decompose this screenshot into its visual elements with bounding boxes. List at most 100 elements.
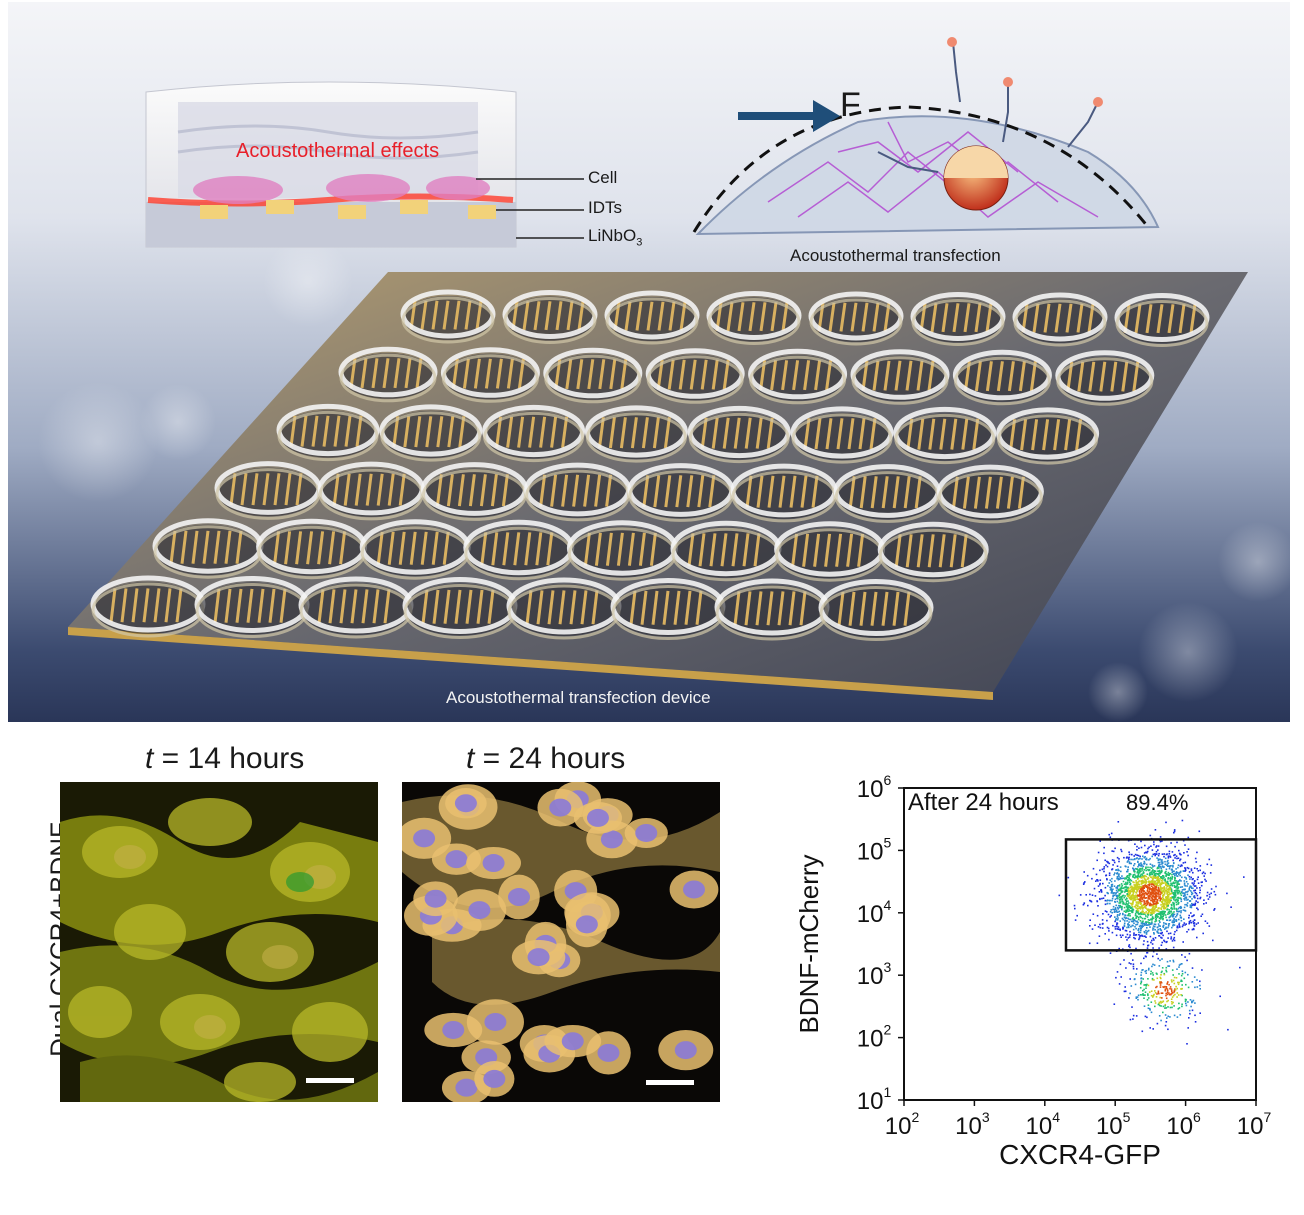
event-point: [1136, 915, 1139, 918]
event-point: [1157, 910, 1160, 913]
event-point: [1118, 947, 1120, 950]
event-point: [1146, 916, 1149, 918]
event-point: [1174, 879, 1176, 882]
event-point: [1140, 885, 1143, 888]
event-point: [1099, 926, 1102, 929]
event-point: [1159, 836, 1162, 838]
event-point: [1134, 867, 1137, 870]
event-point: [1153, 870, 1156, 872]
event-point: [1164, 907, 1166, 910]
event-point: [1150, 845, 1152, 847]
event-point: [1151, 922, 1153, 925]
event-point: [1158, 992, 1160, 995]
event-point: [1171, 875, 1174, 878]
event-point: [1176, 996, 1178, 998]
event-point: [1173, 976, 1176, 979]
event-point: [1129, 992, 1131, 995]
event-point: [1138, 887, 1140, 889]
event-point: [1171, 896, 1174, 898]
event-point: [1128, 877, 1130, 879]
event-point: [1184, 924, 1186, 926]
event-point: [1172, 919, 1174, 922]
event-point: [1116, 897, 1118, 900]
stained-cell: [573, 802, 622, 834]
event-point: [1194, 891, 1197, 894]
event-point: [1164, 1024, 1167, 1027]
event-point: [1195, 900, 1197, 902]
event-point: [1152, 895, 1154, 898]
event-point: [1194, 902, 1197, 905]
event-point: [1133, 884, 1135, 886]
event-point: [1136, 845, 1138, 848]
event-point: [1208, 858, 1211, 861]
event-point: [1128, 894, 1130, 897]
event-point: [1134, 887, 1136, 889]
event-point: [1170, 993, 1173, 995]
event-point: [1161, 865, 1164, 867]
event-point: [1132, 967, 1135, 970]
event-point: [1171, 996, 1174, 998]
event-point: [1172, 921, 1174, 924]
event-point: [1163, 928, 1166, 930]
event-point: [1168, 899, 1170, 902]
event-point: [1096, 942, 1099, 944]
event-point: [1142, 943, 1145, 946]
event-point: [1166, 885, 1169, 888]
event-point: [1128, 926, 1130, 929]
event-point: [1146, 912, 1149, 915]
event-point: [1151, 864, 1154, 867]
event-point: [1178, 906, 1181, 909]
event-point: [1135, 883, 1138, 885]
event-point: [1177, 857, 1180, 859]
event-point: [1191, 887, 1193, 889]
event-point: [1126, 920, 1128, 922]
event-point: [1166, 853, 1168, 855]
event-point: [1161, 992, 1164, 994]
event-point: [1161, 913, 1164, 916]
substrate-label: LiNbO3: [588, 226, 642, 248]
event-point: [1179, 874, 1181, 877]
event-point: [1074, 919, 1077, 921]
event-point: [1171, 851, 1174, 853]
event-point: [1188, 888, 1191, 890]
event-point: [1157, 928, 1159, 931]
substrate-base-text: LiNbO: [588, 226, 637, 245]
event-point: [1193, 867, 1196, 869]
event-point: [1167, 857, 1170, 859]
event-point: [1152, 883, 1155, 886]
schematic-illustration: [38, 37, 1290, 722]
event-point: [1129, 913, 1131, 915]
event-point: [1134, 937, 1136, 940]
event-point: [1159, 932, 1162, 935]
event-point: [1089, 925, 1091, 927]
event-point: [1162, 875, 1164, 877]
event-point: [1174, 993, 1176, 996]
event-point: [1151, 880, 1153, 883]
event-point: [1109, 899, 1111, 902]
event-point: [1126, 895, 1129, 897]
event-point: [1119, 887, 1121, 890]
event-point: [1180, 919, 1183, 922]
event-point: [1174, 989, 1177, 991]
event-point: [1161, 862, 1164, 864]
event-point: [1165, 1021, 1168, 1023]
event-point: [1177, 899, 1179, 901]
event-point: [1120, 906, 1122, 908]
event-point: [1172, 924, 1174, 927]
event-point: [1145, 985, 1147, 987]
event-point: [1143, 852, 1146, 854]
event-point: [1175, 985, 1177, 988]
event-point: [1164, 1004, 1166, 1007]
event-point: [1161, 1001, 1164, 1003]
event-point: [1168, 912, 1171, 915]
event-point: [1115, 887, 1117, 889]
event-point: [1146, 902, 1149, 905]
event-point: [1170, 842, 1172, 844]
event-point: [1113, 1003, 1116, 1005]
event-point: [1153, 843, 1155, 846]
event-point: [1176, 857, 1178, 860]
event-point: [1128, 856, 1130, 859]
event-point: [1172, 882, 1175, 884]
event-point: [1146, 909, 1149, 911]
event-point: [1167, 871, 1170, 874]
